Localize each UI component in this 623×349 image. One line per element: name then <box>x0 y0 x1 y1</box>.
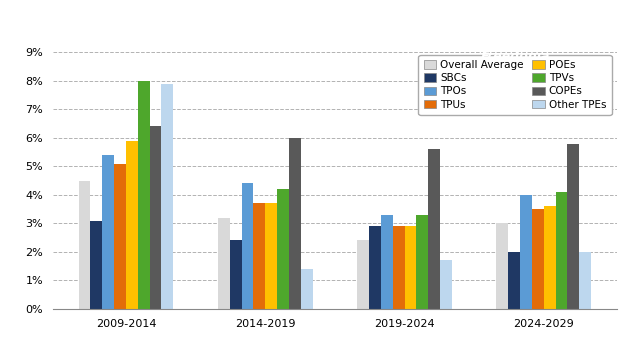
Bar <box>138 81 150 309</box>
Bar <box>114 163 126 309</box>
Bar <box>242 184 254 309</box>
Bar <box>392 226 404 309</box>
Bar <box>150 126 161 309</box>
Bar <box>289 138 301 309</box>
Bar <box>508 252 520 309</box>
Bar <box>161 84 173 309</box>
Bar <box>381 215 392 309</box>
Bar <box>90 221 102 309</box>
Bar <box>369 226 381 309</box>
Legend: Overall Average, SBCs, TPOs, TPUs, POEs, TPVs, COPEs, Other TPEs: Overall Average, SBCs, TPOs, TPUs, POEs,… <box>419 55 612 115</box>
Bar <box>556 192 568 309</box>
Bar <box>254 203 265 309</box>
Bar <box>544 206 556 309</box>
Bar <box>520 195 532 309</box>
Bar <box>568 143 579 309</box>
Bar <box>230 240 242 309</box>
Bar <box>277 189 289 309</box>
Bar <box>265 203 277 309</box>
Bar <box>102 155 114 309</box>
Bar <box>428 149 440 309</box>
Bar <box>497 223 508 309</box>
Bar <box>218 218 230 309</box>
Bar <box>579 252 591 309</box>
Bar <box>416 215 428 309</box>
Text: Freedonia: Freedonia <box>481 50 550 63</box>
Text: Global Consumer Goods Thermoplastic Elastomer Volume Demand Growth by Product, 2: Global Consumer Goods Thermoplastic Elas… <box>5 16 623 29</box>
Bar <box>404 226 416 309</box>
Bar <box>357 240 369 309</box>
Bar <box>532 209 544 309</box>
Bar <box>440 260 452 309</box>
Bar <box>126 141 138 309</box>
Bar <box>301 269 313 309</box>
Bar <box>78 181 90 309</box>
